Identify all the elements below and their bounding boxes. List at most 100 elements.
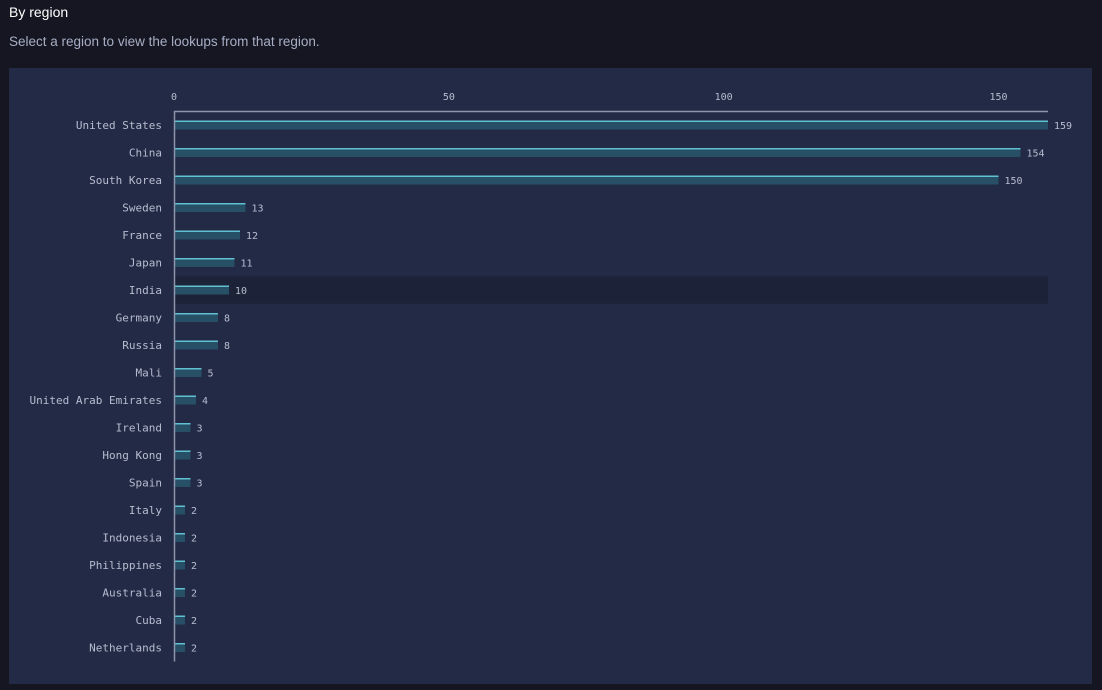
bar[interactable] [174,148,1021,157]
category-label[interactable]: South Korea [89,174,162,187]
x-tick-label: 0 [171,92,177,103]
category-label[interactable]: Japan [129,257,162,270]
bar[interactable] [174,505,185,515]
bar-row[interactable]: Cuba 2 [136,606,1049,634]
bar-row[interactable]: Japan 11 [129,249,1048,277]
bar-row[interactable]: United States 159 [76,111,1072,139]
category-label[interactable]: Philippines [89,559,162,572]
data-label: 10 [235,286,247,297]
category-label[interactable]: Indonesia [102,532,162,545]
category-label[interactable]: Italy [129,504,162,517]
data-label: 4 [202,396,208,407]
bar-row[interactable]: Italy 2 [129,496,1048,524]
data-label: 154 [1027,149,1045,160]
row-highlight [174,249,1048,277]
category-label[interactable]: Netherlands [89,642,162,655]
bar-row[interactable]: China 154 [129,139,1048,167]
bar-row[interactable]: Philippines 2 [89,551,1048,579]
bar-row[interactable]: Indonesia 2 [102,524,1048,552]
section-title: By region [9,4,69,20]
bar-row[interactable]: France 12 [122,221,1048,249]
category-label[interactable]: Germany [116,312,163,325]
bar-edge [174,505,185,507]
bar-row[interactable]: Netherlands 2 [89,634,1048,662]
bar[interactable] [174,230,240,240]
category-label[interactable]: China [129,147,162,160]
bar-row[interactable]: Spain 3 [129,469,1048,497]
row-highlight [174,551,1048,579]
category-label[interactable]: United States [76,119,162,132]
bar[interactable] [174,560,185,570]
bar[interactable] [174,285,229,295]
x-tick-label: 150 [989,92,1007,103]
data-label: 2 [191,534,197,545]
data-label: 3 [196,451,202,462]
x-tick-label: 100 [715,92,733,103]
row-highlight [174,496,1048,524]
bar-edge [174,588,185,590]
category-label[interactable]: Spain [129,477,162,490]
bar[interactable] [174,175,999,185]
bar-edge [174,120,1048,122]
category-label[interactable]: Hong Kong [102,449,162,462]
bar-edge [174,478,191,480]
bar[interactable] [174,588,185,597]
row-highlight [174,276,1048,304]
row-highlight [174,386,1048,414]
category-label[interactable]: Russia [122,339,162,352]
category-label[interactable]: Cuba [136,614,163,627]
row-highlight [174,524,1048,552]
category-label[interactable]: Mali [136,367,163,380]
data-label: 12 [246,231,258,242]
bar-row[interactable]: Mali 5 [136,359,1049,387]
data-label: 2 [191,589,197,600]
data-label: 5 [207,369,213,380]
x-tick-label: 50 [443,92,455,103]
bar-edge [174,258,235,260]
bar[interactable] [174,615,185,625]
bar[interactable] [174,340,218,350]
category-label[interactable]: Australia [102,587,162,600]
category-label[interactable]: Sweden [122,202,162,215]
row-highlight [174,414,1048,442]
bar-edge [174,175,999,177]
bar-edge [174,368,202,370]
data-label: 3 [196,479,202,490]
bar-row[interactable]: Germany 8 [116,304,1048,332]
bar[interactable] [174,203,246,212]
bar-row[interactable]: South Korea 150 [89,166,1048,194]
bar[interactable] [174,478,191,487]
data-label: 8 [224,314,230,325]
bar-row[interactable]: Russia 8 [122,331,1048,359]
bar-row[interactable]: Sweden 13 [122,194,1048,222]
bar-edge [174,615,185,617]
bar-edge [174,148,1021,150]
bar[interactable] [174,533,185,542]
bar[interactable] [174,120,1048,130]
bar[interactable] [174,313,218,322]
bar-edge [174,230,240,232]
bar-edge [174,560,185,562]
row-highlight [174,441,1048,469]
bar-row[interactable]: Ireland 3 [116,414,1048,442]
bar-row[interactable]: India 10 [129,276,1048,304]
bar-edge [174,313,218,315]
bar[interactable] [174,643,185,652]
data-label: 13 [251,204,263,215]
bar-edge [174,450,191,452]
bar[interactable] [174,258,235,267]
data-label: 11 [240,259,252,270]
bar[interactable] [174,450,191,460]
bar[interactable] [174,368,202,377]
category-label[interactable]: Ireland [116,422,162,435]
bar-row[interactable]: Australia 2 [102,579,1048,607]
category-label[interactable]: France [122,229,162,242]
row-highlight [174,606,1048,634]
bar[interactable] [174,395,196,405]
data-label: 2 [191,616,197,627]
bar[interactable] [174,423,191,432]
bar-row[interactable]: Hong Kong 3 [102,441,1048,469]
category-label[interactable]: India [129,284,162,297]
bar-row[interactable]: United Arab Emirates 4 [30,386,1048,414]
category-label[interactable]: United Arab Emirates [30,394,162,407]
